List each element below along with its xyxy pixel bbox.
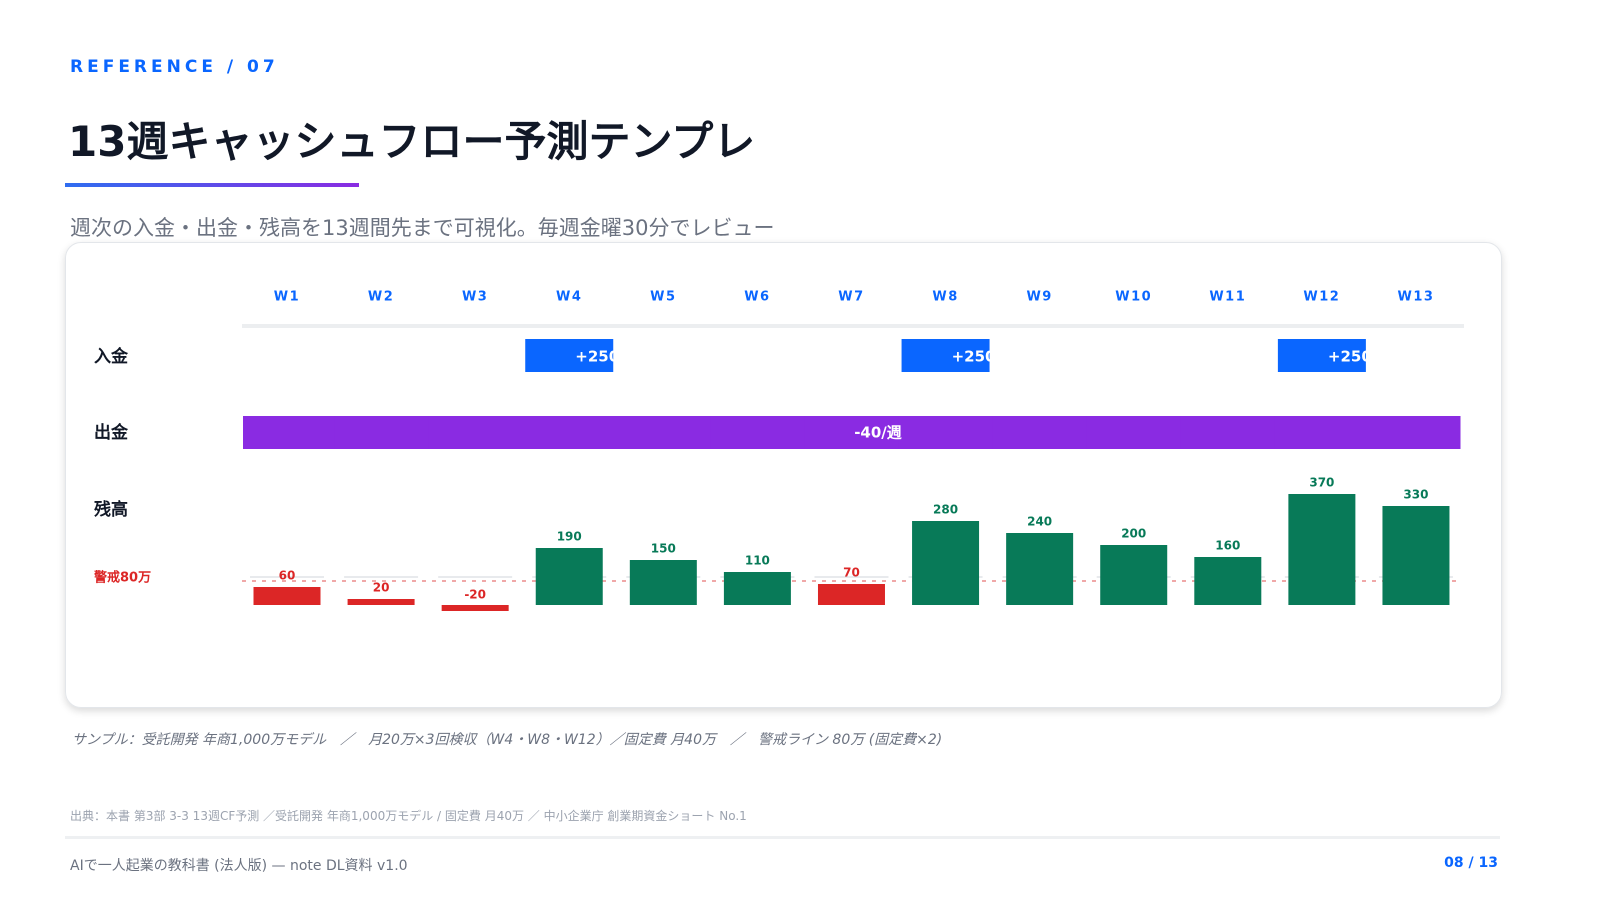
week-label: W5 <box>650 290 676 305</box>
expense-bar <box>1274 416 1370 449</box>
week-label: W12 <box>1303 290 1340 305</box>
threshold-label: 警戒80万 <box>94 570 151 586</box>
expense-bar <box>243 416 335 449</box>
expense-bar <box>992 416 1088 449</box>
balance-label: -20 <box>464 588 486 602</box>
expense-bar <box>1368 416 1461 449</box>
row-label: 入金 <box>94 346 129 367</box>
eyebrow: REFERENCE / 07 <box>70 57 279 77</box>
note: サンプル：受託開発 年商1,000万モデル ／ 月20万×3回検収（W4・W8・… <box>72 732 943 748</box>
balance-bar <box>1006 533 1074 605</box>
balance-bar <box>1194 557 1262 605</box>
balance-label: 370 <box>1309 476 1334 490</box>
balance-label: 330 <box>1403 488 1428 502</box>
balance-bar <box>912 521 980 605</box>
expense-bar <box>804 416 900 449</box>
expense-bar <box>710 416 805 449</box>
balance-bar <box>629 560 697 605</box>
income-bar <box>901 339 990 372</box>
balance-label: 110 <box>745 554 770 568</box>
row-label: 出金 <box>94 422 129 443</box>
balance-label: 190 <box>557 530 582 544</box>
balance-label: 70 <box>843 566 860 580</box>
balance-label: 150 <box>651 542 676 556</box>
footer-text: AIで一人起業の教科書 (法人版) — note DL資料 v1.0 <box>70 858 408 874</box>
week-label: W6 <box>744 290 770 305</box>
balance-label: 240 <box>1027 515 1052 529</box>
balance-label: 280 <box>933 503 958 517</box>
page-number: 08 / 13 <box>1444 855 1498 871</box>
week-label: W3 <box>462 290 488 305</box>
footer-rule <box>65 836 1500 839</box>
chart-card <box>65 242 1502 708</box>
week-label: W10 <box>1115 290 1152 305</box>
expense-bar <box>898 416 994 449</box>
expense-bar <box>1086 416 1182 449</box>
balance-bar <box>535 548 603 605</box>
source: 出典：本書 第3部 3-3 13週CF予測 ／受託開発 年商1,000万モデル … <box>70 809 747 823</box>
income-bar <box>1277 339 1366 372</box>
expense-bar <box>522 416 617 449</box>
week-label: W9 <box>1026 290 1052 305</box>
expense-bar <box>428 416 523 449</box>
week-label: W11 <box>1209 290 1246 305</box>
row-label: 残高 <box>94 499 128 520</box>
income-label: +250 <box>1328 348 1372 366</box>
expense-bar <box>616 416 711 449</box>
expense-bar <box>1180 416 1276 449</box>
balance-label: 20 <box>373 581 390 595</box>
week-label: W1 <box>274 290 300 305</box>
balance-bar <box>1382 506 1450 605</box>
balance-bar <box>1288 494 1356 605</box>
week-label: W4 <box>556 290 582 305</box>
week-label: W2 <box>368 290 394 305</box>
income-bar <box>525 339 614 372</box>
week-label: W7 <box>838 290 864 305</box>
balance-bar <box>1100 545 1168 605</box>
income-label: +250 <box>575 348 619 366</box>
week-label: W13 <box>1397 290 1434 305</box>
balance-bar <box>347 599 415 605</box>
income-label: +250 <box>952 348 996 366</box>
title-underline <box>65 183 359 187</box>
balance-bar <box>441 605 509 611</box>
expense-bar <box>334 416 429 449</box>
subtitle: 週次の入金・出金・残高を13週間先まで可視化。毎週金曜30分でレビュー <box>70 216 775 240</box>
expense-label: -40/週 <box>854 424 902 442</box>
balance-bar <box>817 584 885 605</box>
balance-label: 160 <box>1215 539 1240 553</box>
title: 13週キャッシュフロー予測テンプレ <box>68 117 756 166</box>
balance-label: 60 <box>279 569 296 583</box>
balance-bar <box>253 587 321 605</box>
balance-bar <box>723 572 791 605</box>
balance-label: 200 <box>1121 527 1146 541</box>
week-label: W8 <box>932 290 958 305</box>
